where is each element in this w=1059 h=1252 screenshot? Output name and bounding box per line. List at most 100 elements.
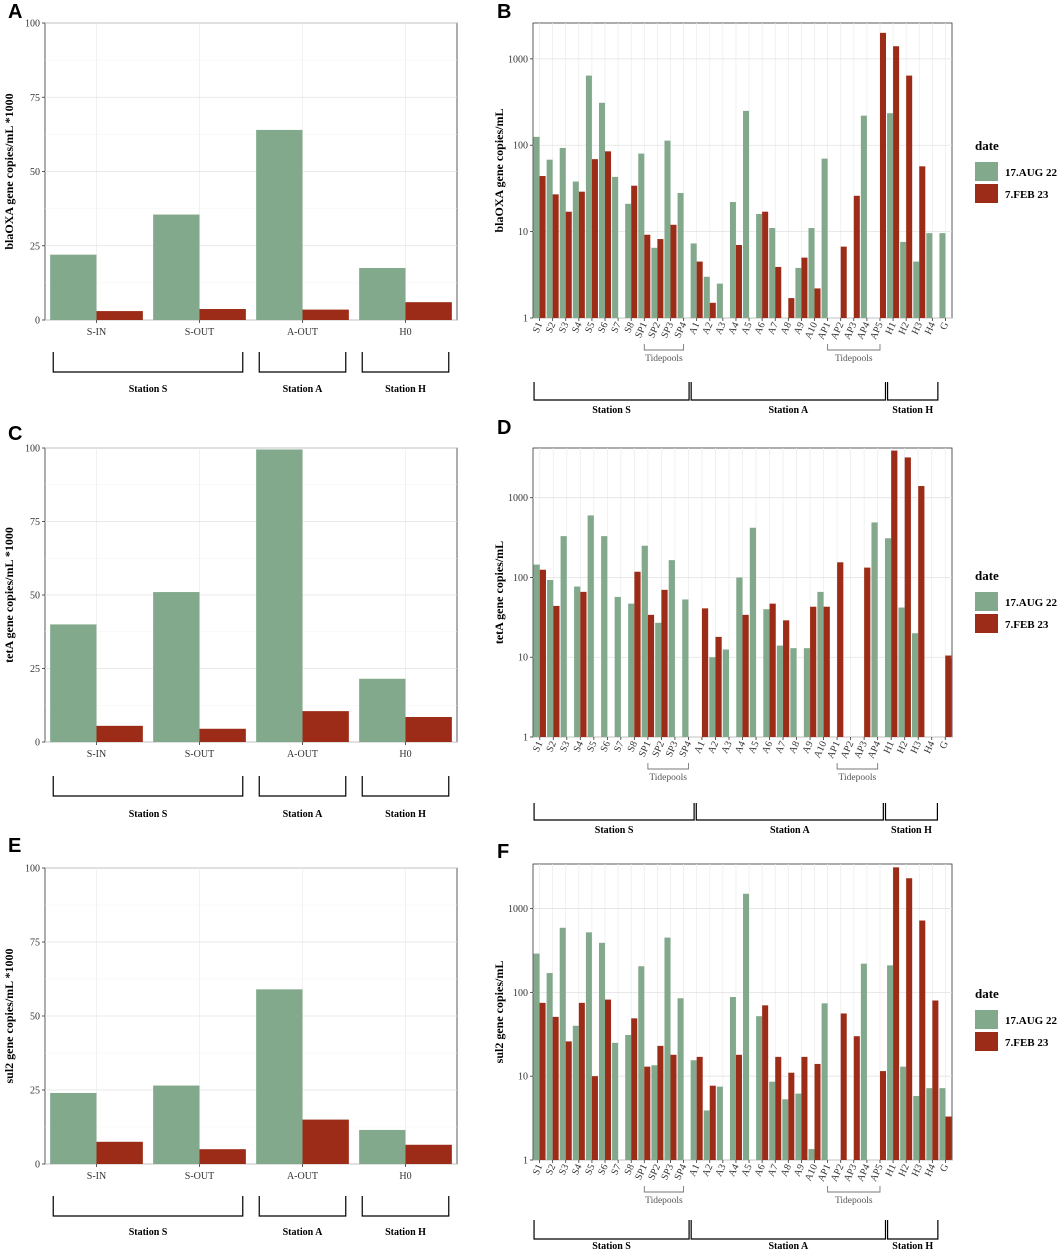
- bar-aug22: [743, 110, 750, 319]
- bar-feb23: [775, 266, 782, 318]
- x-tick-label: S3: [557, 321, 571, 335]
- legend-item-label: 17.AUG 22: [1005, 167, 1057, 179]
- x-tick-label: H2: [897, 1163, 912, 1179]
- bar-aug22: [153, 1085, 200, 1164]
- legend: date 17.AUG 22 7.FEB 23: [975, 568, 1057, 633]
- x-tick-label: SP1: [633, 321, 650, 340]
- bar-aug22: [638, 153, 645, 318]
- x-tick-label: A9: [792, 321, 807, 337]
- bar-feb23: [631, 1018, 638, 1160]
- legend-title: date: [975, 986, 999, 1001]
- bar-aug22: [664, 937, 671, 1160]
- bar-aug22: [533, 564, 540, 737]
- bar-feb23: [769, 603, 776, 737]
- bar-aug22: [560, 536, 567, 737]
- bar-aug22: [769, 1081, 776, 1160]
- bar-feb23: [552, 194, 559, 318]
- bar-feb23: [945, 655, 952, 737]
- bar-feb23: [553, 605, 560, 737]
- x-tick-label: H2: [897, 321, 912, 337]
- bar-feb23: [405, 717, 452, 742]
- group-label: Station H: [385, 809, 426, 820]
- x-tick-label: A5: [740, 1163, 755, 1179]
- bar-aug22: [651, 247, 658, 318]
- bar-aug22: [821, 1003, 828, 1160]
- y-tick-label: 100: [513, 141, 528, 152]
- bar-aug22: [795, 1093, 802, 1160]
- bar-feb23: [783, 620, 790, 737]
- y-tick-label: 1000: [508, 493, 528, 504]
- bar-aug22: [782, 1099, 789, 1160]
- bar-feb23: [631, 185, 638, 318]
- legend-title: date: [975, 138, 999, 153]
- bar-feb23: [302, 1119, 349, 1164]
- y-tick-label: 100: [513, 573, 528, 584]
- bar-feb23: [801, 1056, 808, 1160]
- bar-feb23: [701, 608, 709, 737]
- y-tick-label: 75: [30, 517, 40, 528]
- x-tick-label: S-OUT: [185, 749, 214, 760]
- bar-aug22: [709, 657, 716, 737]
- legend-item-label: 17.AUG 22: [1005, 1015, 1057, 1027]
- x-tick-label: A-OUT: [287, 749, 318, 760]
- bar-feb23: [696, 261, 703, 318]
- y-axis-title: blaOXA gene copies/mL: [492, 108, 506, 232]
- panel-label: D: [497, 417, 511, 439]
- panel-label: E: [8, 835, 21, 857]
- y-axis-title: sul2 gene copies/mL: [492, 961, 506, 1064]
- bar-aug22: [585, 932, 592, 1160]
- x-tick-label: A1: [687, 321, 702, 337]
- panel-label: F: [497, 841, 509, 863]
- x-tick-label: H0: [399, 1171, 411, 1182]
- tidepools-bracket: [827, 344, 881, 351]
- bar-aug22: [743, 893, 750, 1160]
- bar-aug22: [559, 147, 566, 318]
- bar-aug22: [913, 261, 920, 318]
- bar-feb23: [709, 302, 716, 318]
- x-tick-label: A3: [713, 1163, 728, 1179]
- group-label: Station H: [385, 1227, 426, 1238]
- bar-aug22: [546, 159, 553, 318]
- bar-aug22: [871, 522, 878, 737]
- bar-feb23: [199, 309, 246, 320]
- panel-e: E 0 25 50 75 100 S-IN S-OUT A-OUT H0 sul2 gene cop…: [2, 835, 458, 1238]
- x-tick-label: S5: [583, 1163, 597, 1177]
- bar-feb23: [96, 725, 143, 742]
- x-tick-label: SP1: [637, 740, 654, 759]
- y-tick-label: 100: [513, 988, 528, 999]
- bar-feb23: [605, 151, 612, 318]
- x-tick-label: A7: [766, 1163, 781, 1179]
- bar-aug22: [939, 233, 946, 318]
- bar-aug22: [860, 115, 867, 318]
- bar-feb23: [853, 195, 860, 318]
- y-tick-label: 25: [30, 1086, 40, 1097]
- group-label: Station H: [892, 405, 933, 416]
- bar-aug22: [703, 1110, 710, 1160]
- bar-feb23: [565, 211, 572, 318]
- y-tick-label: 50: [30, 591, 40, 602]
- group-bracket: [258, 352, 347, 373]
- x-tick-label: H1: [884, 321, 899, 337]
- x-tick-label: H2: [895, 740, 910, 756]
- bar-feb23: [742, 614, 749, 737]
- group-label: Station H: [892, 1241, 933, 1252]
- bar-aug22: [790, 648, 797, 737]
- bar-feb23: [735, 1054, 742, 1160]
- bar-feb23: [670, 1054, 677, 1160]
- y-axis-title: sul2 gene copies/mL *1000: [2, 948, 16, 1083]
- x-tick-label: A4: [733, 740, 748, 756]
- bar-aug22: [612, 176, 619, 318]
- bar-feb23: [539, 569, 546, 737]
- bar-aug22: [598, 942, 606, 1160]
- bar-aug22: [900, 241, 907, 318]
- x-tick-label: S-OUT: [185, 327, 214, 338]
- bar-aug22: [533, 953, 540, 1160]
- bar-feb23: [853, 1036, 860, 1160]
- bar-aug22: [729, 997, 736, 1160]
- x-tick-label: S-IN: [87, 1171, 106, 1182]
- y-tick-label: 25: [30, 241, 40, 252]
- bar-aug22: [572, 181, 579, 318]
- legend-item-label: 7.FEB 23: [1005, 619, 1049, 631]
- x-tick-label: SP2: [646, 321, 663, 340]
